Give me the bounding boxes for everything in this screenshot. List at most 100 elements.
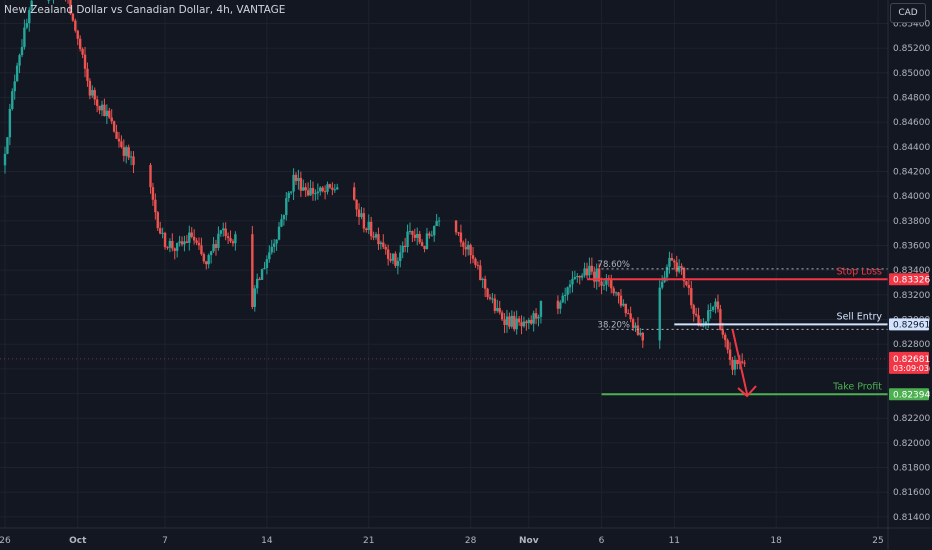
- candle-up: [20, 47, 24, 56]
- candle-up: [614, 292, 618, 294]
- candle-down: [173, 248, 176, 251]
- arrow-head: [737, 385, 757, 398]
- candle-up: [25, 23, 29, 28]
- candle-up: [175, 242, 179, 251]
- candle-down: [690, 288, 693, 306]
- countdown-label: 03:09:03: [893, 364, 929, 373]
- candle-down: [503, 319, 506, 326]
- level-name: Take Profit: [832, 381, 882, 392]
- candle-up: [658, 287, 661, 341]
- candle-down: [299, 177, 303, 191]
- candle-down: [457, 232, 460, 234]
- candle-down: [459, 232, 463, 243]
- x-tick-label: 18: [770, 536, 782, 546]
- candle-down: [423, 245, 426, 249]
- candle-down: [86, 68, 89, 81]
- candle-up: [396, 260, 400, 266]
- y-tick-label: 0.83200: [893, 291, 930, 301]
- candle-up: [566, 287, 569, 295]
- candle-up: [183, 241, 186, 245]
- candle-up: [13, 81, 16, 92]
- candle-up: [333, 189, 336, 191]
- candle-up: [270, 246, 273, 253]
- candle-up: [435, 221, 438, 227]
- candle-up: [30, 0, 33, 11]
- candle-up: [602, 284, 606, 286]
- candle-down: [716, 301, 720, 310]
- level-price-tag: [889, 388, 929, 401]
- candle-down: [520, 322, 523, 327]
- candle-up: [222, 228, 225, 231]
- y-tick-label: 0.85200: [893, 44, 930, 54]
- candle-up: [302, 187, 305, 191]
- candle-down: [117, 138, 121, 142]
- candle-up: [100, 104, 104, 111]
- candle-down: [403, 245, 407, 248]
- candle-up: [571, 278, 574, 285]
- candle-down: [185, 241, 189, 243]
- level-name: Stop Loss: [837, 266, 883, 277]
- candle-down: [304, 187, 307, 191]
- x-tick-label: 6: [599, 536, 605, 546]
- y-tick-label: 0.82200: [893, 414, 930, 424]
- candle-up: [18, 55, 21, 66]
- candle-down: [127, 147, 130, 158]
- candle-down: [372, 236, 375, 238]
- level-price-label: 0.82961: [893, 320, 930, 330]
- candle-down: [95, 99, 99, 106]
- candle-down: [224, 228, 227, 237]
- candle-up: [367, 221, 370, 230]
- x-tick-label: 14: [261, 536, 273, 546]
- candle-up: [314, 193, 317, 195]
- y-tick-label: 0.84400: [893, 143, 930, 153]
- candle-down: [377, 234, 380, 245]
- candle-up: [563, 294, 567, 296]
- candle-down: [721, 330, 724, 335]
- candle-up: [275, 239, 278, 244]
- candle-down: [699, 325, 703, 327]
- candle-up: [125, 147, 128, 156]
- candle-down: [454, 220, 458, 233]
- candle-down: [513, 315, 516, 330]
- candle-down: [110, 117, 113, 122]
- arrow-shaft: [731, 329, 749, 395]
- candle-up: [3, 153, 7, 166]
- y-tick-label: 0.83800: [893, 217, 930, 227]
- candle-down: [428, 233, 431, 236]
- candle-down: [682, 267, 686, 282]
- candle-up: [583, 268, 586, 276]
- candle-up: [129, 156, 133, 158]
- candle-down: [556, 300, 560, 309]
- candle-down: [694, 313, 698, 316]
- candle-up: [374, 234, 378, 238]
- candle-down: [365, 228, 368, 230]
- candle-up: [207, 255, 210, 265]
- x-tick-label: Oct: [69, 536, 87, 546]
- candle-up: [677, 266, 681, 272]
- candle-up: [268, 252, 271, 260]
- candle-down: [328, 184, 332, 188]
- candle-down: [171, 240, 174, 249]
- candle-down: [685, 281, 688, 285]
- candle-down: [675, 262, 678, 272]
- currency-button[interactable]: CAD: [890, 3, 926, 23]
- candle-up: [561, 295, 564, 303]
- candle-down: [680, 266, 683, 268]
- y-tick-label: 0.84200: [893, 167, 930, 177]
- candle-down: [597, 268, 601, 282]
- candle-up: [272, 243, 276, 247]
- x-tick-label: 26: [0, 536, 11, 546]
- candle-down: [619, 295, 623, 306]
- y-tick-label: 0.85000: [893, 69, 930, 79]
- candle-down: [670, 257, 674, 261]
- candle-down: [476, 264, 480, 266]
- candle-up: [505, 316, 509, 326]
- candle-up: [326, 184, 329, 192]
- candle-down: [471, 255, 475, 259]
- candle-down: [88, 80, 92, 96]
- candle-up: [209, 251, 213, 256]
- candle-up: [168, 240, 172, 248]
- candle-down: [593, 271, 596, 282]
- x-tick-label: 21: [363, 536, 374, 546]
